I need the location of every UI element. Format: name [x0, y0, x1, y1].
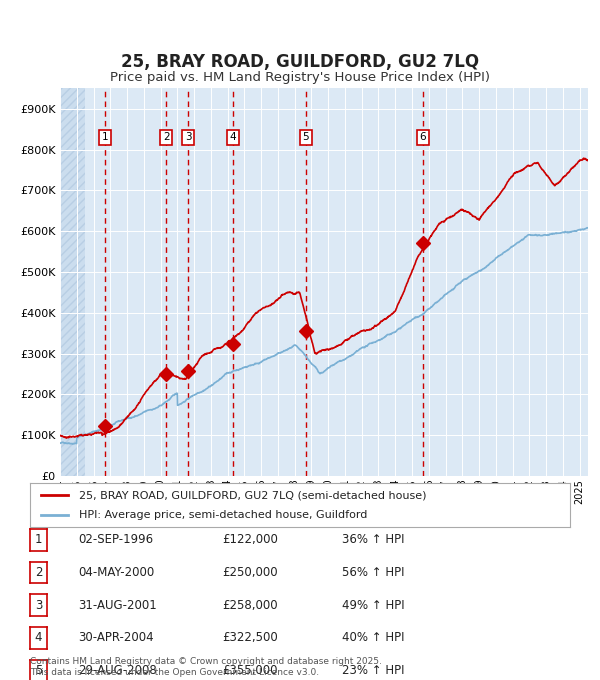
Text: 1: 1: [101, 133, 108, 142]
Text: 25, BRAY ROAD, GUILDFORD, GU2 7LQ (semi-detached house): 25, BRAY ROAD, GUILDFORD, GU2 7LQ (semi-…: [79, 490, 426, 500]
Text: 31-AUG-2001: 31-AUG-2001: [78, 598, 157, 612]
Text: Price paid vs. HM Land Registry's House Price Index (HPI): Price paid vs. HM Land Registry's House …: [110, 71, 490, 84]
Text: 29-AUG-2008: 29-AUG-2008: [78, 664, 157, 677]
Text: Contains HM Land Registry data © Crown copyright and database right 2025.
This d: Contains HM Land Registry data © Crown c…: [30, 657, 382, 677]
Text: 3: 3: [35, 598, 42, 612]
Text: HPI: Average price, semi-detached house, Guildford: HPI: Average price, semi-detached house,…: [79, 509, 367, 520]
Text: 4: 4: [230, 133, 236, 142]
Text: 5: 5: [35, 664, 42, 677]
Text: £322,500: £322,500: [222, 631, 278, 645]
Text: £250,000: £250,000: [222, 566, 278, 579]
Text: £122,000: £122,000: [222, 533, 278, 547]
Text: 25, BRAY ROAD, GUILDFORD, GU2 7LQ: 25, BRAY ROAD, GUILDFORD, GU2 7LQ: [121, 54, 479, 71]
Text: 5: 5: [302, 133, 309, 142]
Text: 4: 4: [35, 631, 42, 645]
Text: 36% ↑ HPI: 36% ↑ HPI: [342, 533, 404, 547]
Text: 1: 1: [35, 533, 42, 547]
Text: 49% ↑ HPI: 49% ↑ HPI: [342, 598, 404, 612]
Text: 04-MAY-2000: 04-MAY-2000: [78, 566, 154, 579]
Text: £258,000: £258,000: [222, 598, 278, 612]
Text: 2: 2: [163, 133, 170, 142]
Text: 2: 2: [35, 566, 42, 579]
Text: 23% ↑ HPI: 23% ↑ HPI: [342, 664, 404, 677]
Text: 02-SEP-1996: 02-SEP-1996: [78, 533, 153, 547]
Text: £355,000: £355,000: [222, 664, 277, 677]
Text: 56% ↑ HPI: 56% ↑ HPI: [342, 566, 404, 579]
Text: 3: 3: [185, 133, 192, 142]
Text: 40% ↑ HPI: 40% ↑ HPI: [342, 631, 404, 645]
Text: 6: 6: [419, 133, 426, 142]
Text: 30-APR-2004: 30-APR-2004: [78, 631, 154, 645]
